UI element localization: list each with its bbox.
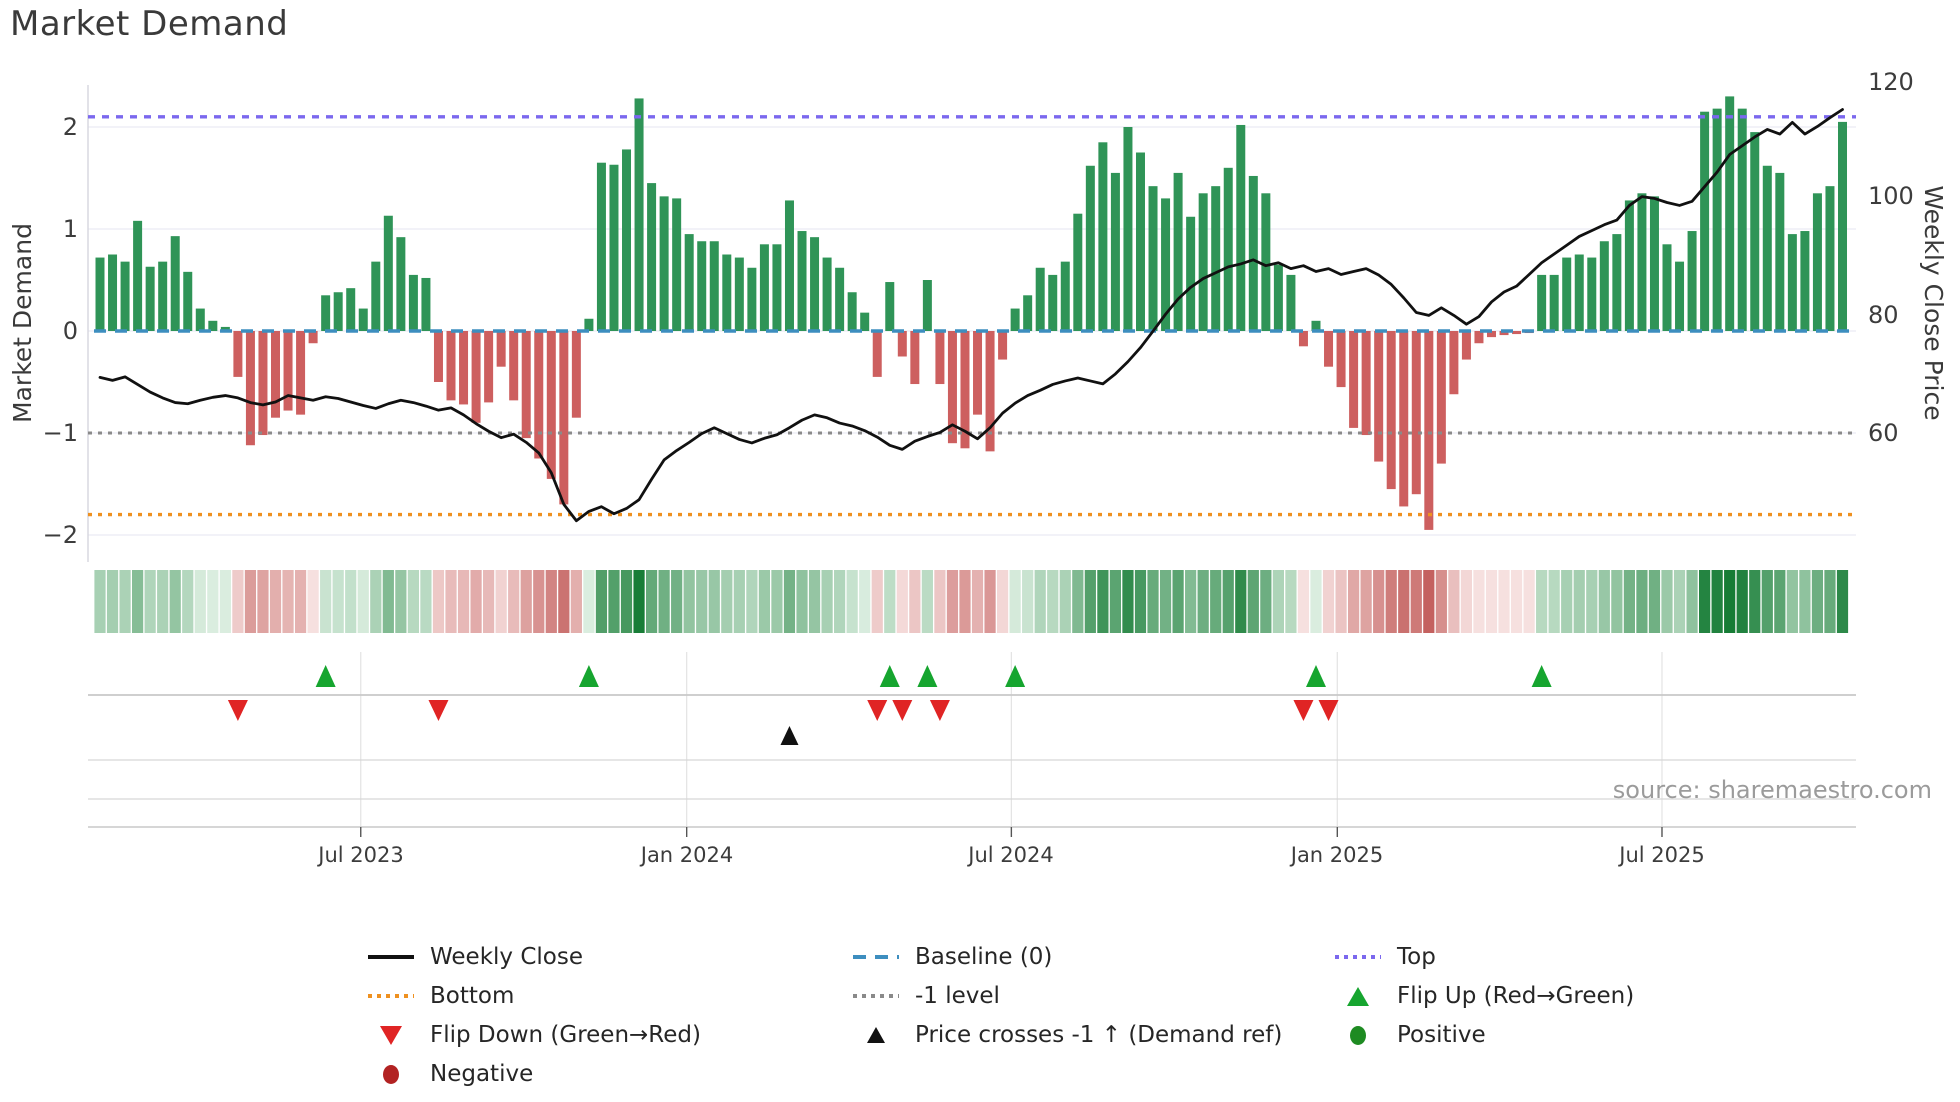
x-tick-jan-2025: Jan 2025 bbox=[1290, 843, 1384, 867]
y-tick-left-m2: −2 bbox=[42, 521, 78, 549]
y-tick-left-2: 2 bbox=[62, 113, 78, 141]
x-tick-jan-2024: Jan 2024 bbox=[640, 843, 734, 867]
x-tick-jul-2023: Jul 2023 bbox=[318, 843, 404, 867]
legend-item-positive: Positive bbox=[1335, 1018, 1486, 1052]
legend-item-flip-up: Flip Up (Red→Green) bbox=[1335, 979, 1634, 1013]
legend-label: Baseline (0) bbox=[915, 944, 1053, 970]
y-tick-left-m1: −1 bbox=[42, 419, 78, 447]
positive-dot-icon bbox=[1350, 1025, 1366, 1045]
y-tick-right-100: 100 bbox=[1868, 182, 1914, 210]
y-tick-right-80: 80 bbox=[1868, 301, 1899, 329]
x-tick-jul-2025: Jul 2025 bbox=[1619, 843, 1705, 867]
page-title: Market Demand bbox=[10, 4, 289, 44]
legend-item-flip-down: Flip Down (Green→Red) bbox=[368, 1018, 701, 1052]
minus1-dotted-swatch-icon bbox=[853, 994, 899, 998]
legend-item-bottom: Bottom bbox=[368, 979, 514, 1013]
y-tick-left-0: 0 bbox=[62, 317, 78, 345]
source-credit: source: sharemaestro.com bbox=[1612, 776, 1932, 804]
flip-up-triangle-icon bbox=[1347, 986, 1369, 1006]
legend-item-top: Top bbox=[1335, 940, 1436, 974]
legend-label: Flip Up (Red→Green) bbox=[1397, 983, 1635, 1009]
legend-item-baseline: Baseline (0) bbox=[853, 940, 1052, 974]
legend-label: Price crosses -1 ↑ (Demand ref) bbox=[915, 1022, 1283, 1048]
baseline-dash-swatch-icon bbox=[853, 955, 899, 959]
price-cross-triangle-icon bbox=[867, 1027, 885, 1043]
legend-label: Positive bbox=[1397, 1022, 1486, 1048]
y-tick-right-120: 120 bbox=[1868, 68, 1914, 96]
legend-item-price-cross: Price crosses -1 ↑ (Demand ref) bbox=[853, 1018, 1282, 1052]
legend-label: -1 level bbox=[915, 983, 1000, 1009]
y-tick-left-1: 1 bbox=[62, 215, 78, 243]
legend-label: Negative bbox=[430, 1061, 534, 1087]
x-tick-jul-2024: Jul 2024 bbox=[968, 843, 1054, 867]
legend-item-minus1-level: -1 level bbox=[853, 979, 1000, 1013]
legend-label: Bottom bbox=[430, 983, 515, 1009]
flip-down-triangle-icon bbox=[380, 1025, 402, 1045]
top-dotted-swatch-icon bbox=[1335, 955, 1381, 959]
bottom-dotted-swatch-icon bbox=[368, 994, 414, 998]
legend-item-negative: Negative bbox=[368, 1057, 533, 1091]
y-tick-right-60: 60 bbox=[1868, 419, 1899, 447]
legend-label: Weekly Close bbox=[430, 944, 583, 970]
negative-dot-icon bbox=[383, 1064, 399, 1084]
weekly-close-line-swatch-icon bbox=[368, 955, 414, 959]
legend-item-weekly-close: Weekly Close bbox=[368, 940, 583, 974]
legend-label: Flip Down (Green→Red) bbox=[430, 1022, 701, 1048]
legend-label: Top bbox=[1397, 944, 1436, 970]
